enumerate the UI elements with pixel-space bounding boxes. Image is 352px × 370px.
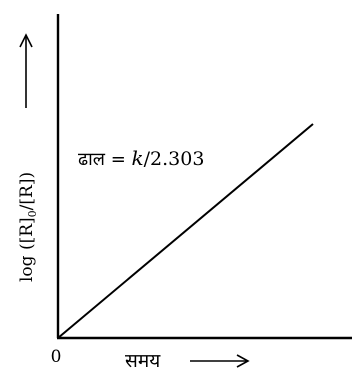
y-axis-label-main: log ([R] [17, 217, 37, 282]
y-axis-label-sub: 0 [26, 210, 39, 217]
x-axis-arrow-icon [190, 354, 250, 368]
origin-label: 0 [51, 347, 62, 367]
y-axis-label-rest: /[R]) [17, 172, 37, 210]
y-axis-arrow-icon [19, 33, 33, 108]
series-line [57, 123, 314, 339]
y-axis-label: log ([R]0/[R]) [17, 172, 39, 282]
x-axis-label: समय [125, 350, 161, 370]
slope-symbol: k [132, 146, 144, 170]
slope-suffix: /2.303 [144, 148, 205, 170]
slope-annotation: ढाल = k/2.303 [78, 146, 204, 170]
slope-prefix: ढाल = [78, 149, 132, 170]
